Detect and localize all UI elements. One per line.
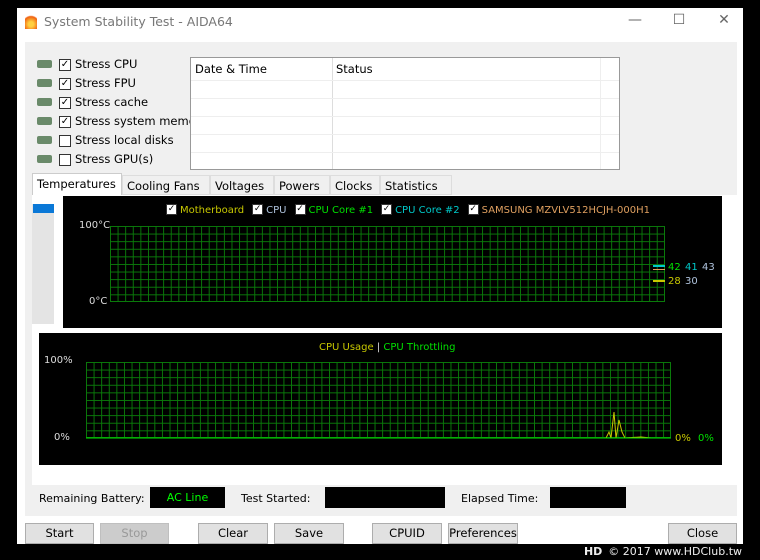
motherboard-temp-value: 28 xyxy=(668,276,681,287)
watermark-text: © 2017 www.HDClub.tw xyxy=(608,545,742,558)
watermark: HD © 2017 www.HDClub.tw xyxy=(584,545,742,558)
stress-checkbox[interactable]: ✓ xyxy=(59,97,71,109)
legend-checkbox[interactable]: ✓ xyxy=(294,204,306,215)
temp-grid xyxy=(110,226,665,302)
stress-option[interactable]: Stress local disks xyxy=(37,132,199,150)
memory-icon xyxy=(37,117,52,125)
column-date-time[interactable]: Date & Time xyxy=(195,62,267,76)
elapsed-time-label: Elapsed Time: xyxy=(461,492,539,505)
maximize-button[interactable]: ☐ xyxy=(672,12,686,28)
tab-powers[interactable]: Powers xyxy=(274,175,330,195)
temp-y-min: 0°C xyxy=(89,296,108,307)
scrollbar-thumb[interactable] xyxy=(33,204,54,213)
usage-grid xyxy=(86,362,671,438)
stress-option[interactable]: ✓ Stress CPU xyxy=(37,56,199,74)
stress-option[interactable]: Stress GPU(s) xyxy=(37,151,199,169)
aida64-window: System Stability Test - AIDA64 — ☐ ✕ ✓ St… xyxy=(17,8,743,544)
core1-temp-value: 42 xyxy=(668,262,681,273)
legend-checkbox[interactable]: ✓ xyxy=(166,204,177,215)
log-table: Date & Time Status xyxy=(190,57,620,170)
usage-trace xyxy=(86,411,671,439)
stress-checkbox[interactable]: ✓ xyxy=(59,116,71,128)
legend-checkbox[interactable]: ✓ xyxy=(252,204,264,215)
cpu-usage-value: 0% xyxy=(675,433,691,444)
stress-option[interactable]: ✓ Stress FPU xyxy=(37,75,199,93)
stress-label: Stress cache xyxy=(75,95,149,109)
main-panel: ✓ Stress CPU ✓ Stress FPU ✓ Stress cache ✓ Stre… xyxy=(25,42,737,516)
cpu-icon xyxy=(37,60,52,68)
tab-clocks[interactable]: Clocks xyxy=(330,175,380,195)
stress-checkbox[interactable]: ✓ xyxy=(59,78,71,90)
ssd-temp-value: 30 xyxy=(685,276,698,287)
stress-checkbox[interactable] xyxy=(59,135,71,147)
elapsed-time-value xyxy=(550,487,626,508)
legend-item: CPU Core #1 xyxy=(308,204,374,216)
legend-checkbox[interactable]: ✓ xyxy=(381,204,393,215)
fpu-icon xyxy=(37,79,52,87)
tab-temperatures[interactable]: Temperatures xyxy=(32,173,122,195)
temperature-graph: ✓ Motherboard ✓ CPU ✓ CPU Core #1 ✓ CPU Core #2… xyxy=(63,196,722,328)
legend-item: CPU xyxy=(266,204,287,216)
gpu-icon xyxy=(37,155,52,163)
legend-cpu-usage[interactable]: CPU Usage xyxy=(319,342,374,353)
stress-option[interactable]: ✓ Stress system memory xyxy=(37,113,207,131)
stress-label: Stress local disks xyxy=(75,133,174,147)
stop-button[interactable]: Stop xyxy=(100,523,169,544)
minimize-button[interactable]: — xyxy=(628,12,642,28)
stress-label: Stress system memory xyxy=(75,114,208,128)
battery-value: AC Line xyxy=(150,487,225,508)
usage-y-max: 100% xyxy=(44,355,73,366)
cpu-throttling-value: 0% xyxy=(698,433,714,444)
disk-icon xyxy=(37,136,52,144)
stress-option[interactable]: ✓ Stress cache xyxy=(37,94,199,112)
core2-temp-value: 41 xyxy=(685,262,698,273)
column-status[interactable]: Status xyxy=(336,62,373,76)
stress-label: Stress GPU(s) xyxy=(75,152,154,166)
close-button[interactable]: Close xyxy=(668,523,737,544)
battery-label: Remaining Battery: xyxy=(39,492,145,505)
close-window-button[interactable]: ✕ xyxy=(718,12,730,28)
legend-checkbox[interactable]: ✓ xyxy=(467,204,479,215)
tab-voltages[interactable]: Voltages xyxy=(210,175,274,195)
usage-y-min: 0% xyxy=(54,432,70,443)
start-button[interactable]: Start xyxy=(25,523,94,544)
cpu-usage-graph: CPU Usage | CPU Throttling 100% 0% 0% 0% xyxy=(39,333,722,465)
hdclub-logo: HD xyxy=(583,545,603,558)
preferences-button[interactable]: Preferences xyxy=(448,523,518,544)
legend-item: CPU Core #2 xyxy=(395,204,460,216)
title-bar: System Stability Test - AIDA64 — ☐ ✕ xyxy=(17,8,743,38)
clear-button[interactable]: Clear xyxy=(198,523,268,544)
legend-separator: | xyxy=(376,342,381,353)
tab-cooling-fans[interactable]: Cooling Fans xyxy=(122,175,210,195)
test-started-value xyxy=(325,487,445,508)
tab-statistics[interactable]: Statistics xyxy=(380,175,452,195)
cpuid-button[interactable]: CPUID xyxy=(372,523,442,544)
cpu-temp-value: 43 xyxy=(702,262,715,273)
stress-checkbox[interactable]: ✓ xyxy=(59,59,71,71)
stress-label: Stress FPU xyxy=(75,76,136,90)
temp-y-max: 100°C xyxy=(79,220,111,231)
aida64-flame-icon xyxy=(25,13,37,29)
legend-item: SAMSUNG MZVLV512HCJH-000H1 xyxy=(481,204,651,216)
stress-label: Stress CPU xyxy=(75,57,138,71)
save-button[interactable]: Save xyxy=(274,523,344,544)
stress-checkbox[interactable] xyxy=(59,154,71,166)
sensor-list-scrollbar[interactable] xyxy=(32,204,54,324)
legend-item: Motherboard xyxy=(180,204,245,216)
cache-icon xyxy=(37,98,52,106)
test-started-label: Test Started: xyxy=(241,492,311,505)
window-title: System Stability Test - AIDA64 xyxy=(44,14,233,29)
legend-cpu-throttling[interactable]: CPU Throttling xyxy=(383,342,456,353)
